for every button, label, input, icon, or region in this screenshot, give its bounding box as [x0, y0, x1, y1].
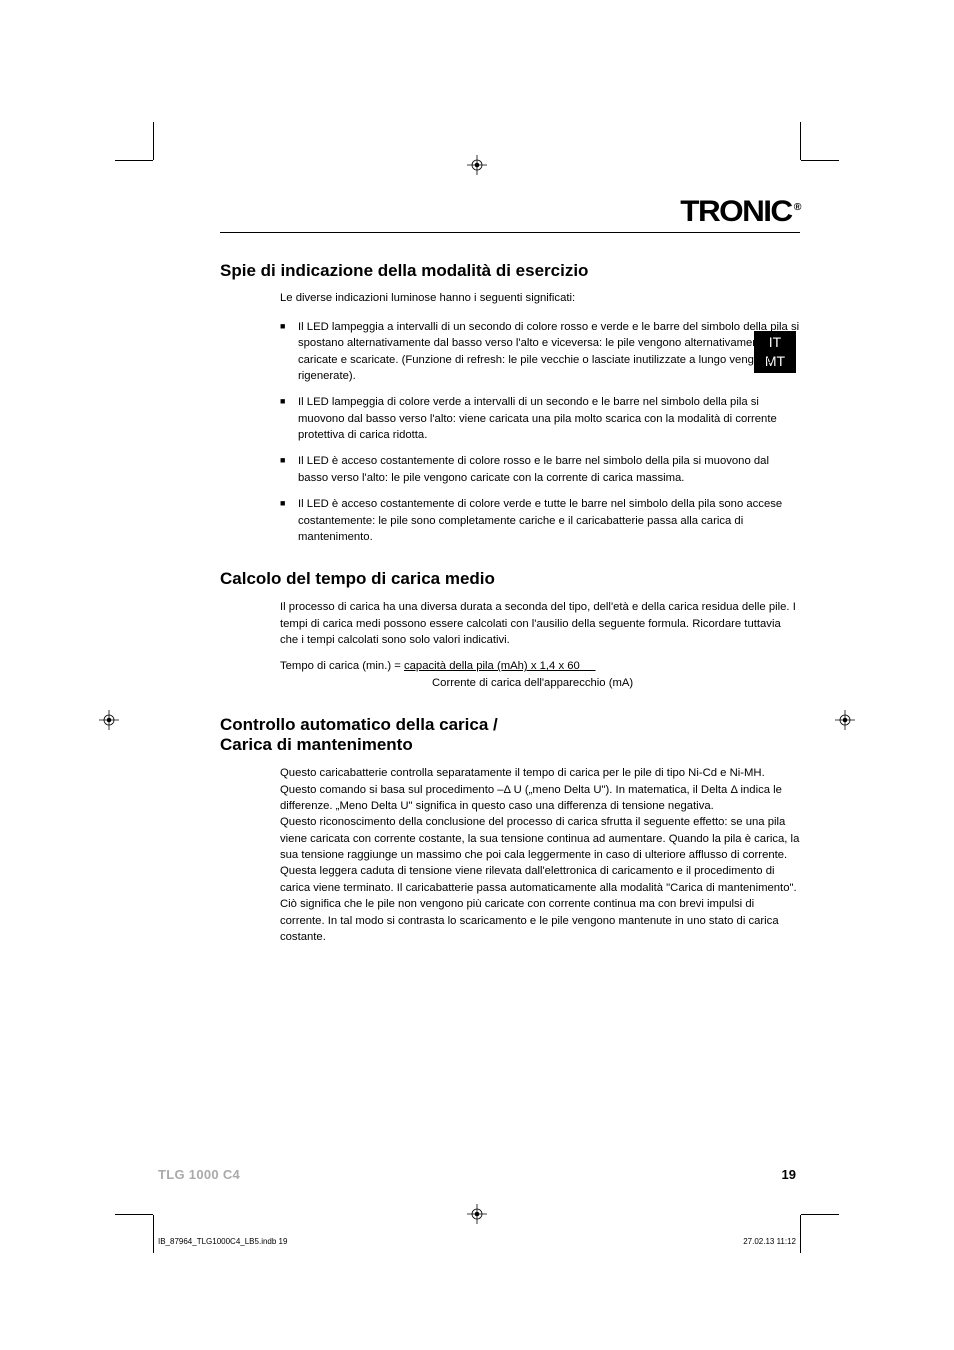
registration-mark-icon [467, 1204, 487, 1224]
slug-line: IB_87964_TLG1000C4_LB5.indb 19 27.02.13 … [158, 1237, 796, 1246]
registration-mark-icon [467, 155, 487, 175]
section-heading-3: Controllo automatico della carica / Cari… [220, 715, 800, 755]
formula-numerator: capacità della pila (mAh) x 1,4 x 60 [404, 660, 596, 672]
list-item: Il LED è acceso costantemente di colore … [280, 453, 800, 486]
slug-file: IB_87964_TLG1000C4_LB5.indb 19 [158, 1237, 287, 1246]
crop-mark [153, 122, 154, 160]
crop-mark [801, 160, 839, 161]
crop-mark [800, 122, 801, 160]
footer-model: TLG 1000 C4 [158, 1167, 240, 1182]
crop-mark [801, 1214, 839, 1215]
slug-timestamp: 27.02.13 11:12 [743, 1237, 796, 1246]
brand-header: TRONIC® [220, 195, 800, 233]
brand-logo: TRONIC® [680, 195, 800, 229]
footer-page-number: 19 [782, 1167, 796, 1182]
section1-list: Il LED lampeggia a intervalli di un seco… [280, 319, 800, 546]
list-item: Il LED lampeggia di colore verde a inter… [280, 394, 800, 443]
list-item: Il LED è acceso costantemente di colore … [280, 496, 800, 545]
section3-body2: Questo riconoscimento della conclusione … [280, 814, 800, 945]
crop-mark [153, 1215, 154, 1253]
section-heading-2: Calcolo del tempo di carica medio [220, 569, 800, 589]
page-footer: TLG 1000 C4 19 [158, 1167, 796, 1182]
section3-body1: Questo caricabatterie controlla separata… [280, 765, 800, 814]
section2-body: Il processo di carica ha una diversa dur… [280, 599, 800, 648]
registration-mark-icon [835, 710, 855, 730]
formula: Tempo di carica (min.) = capacità della … [280, 658, 800, 691]
list-item: Il LED lampeggia a intervalli di un seco… [280, 319, 800, 385]
formula-denominator: Corrente di carica dell'apparecchio (mA) [280, 675, 800, 691]
crop-mark [115, 160, 153, 161]
registration-mark-icon [99, 710, 119, 730]
section1-intro: Le diverse indicazioni luminose hanno i … [280, 291, 800, 307]
section-heading-1: Spie di indicazione della modalità di es… [220, 261, 800, 281]
crop-mark [800, 1215, 801, 1253]
formula-lhs: Tempo di carica (min.) = [280, 660, 404, 672]
page-content: TRONIC® Spie di indicazione della modali… [220, 195, 800, 969]
crop-mark [115, 1214, 153, 1215]
